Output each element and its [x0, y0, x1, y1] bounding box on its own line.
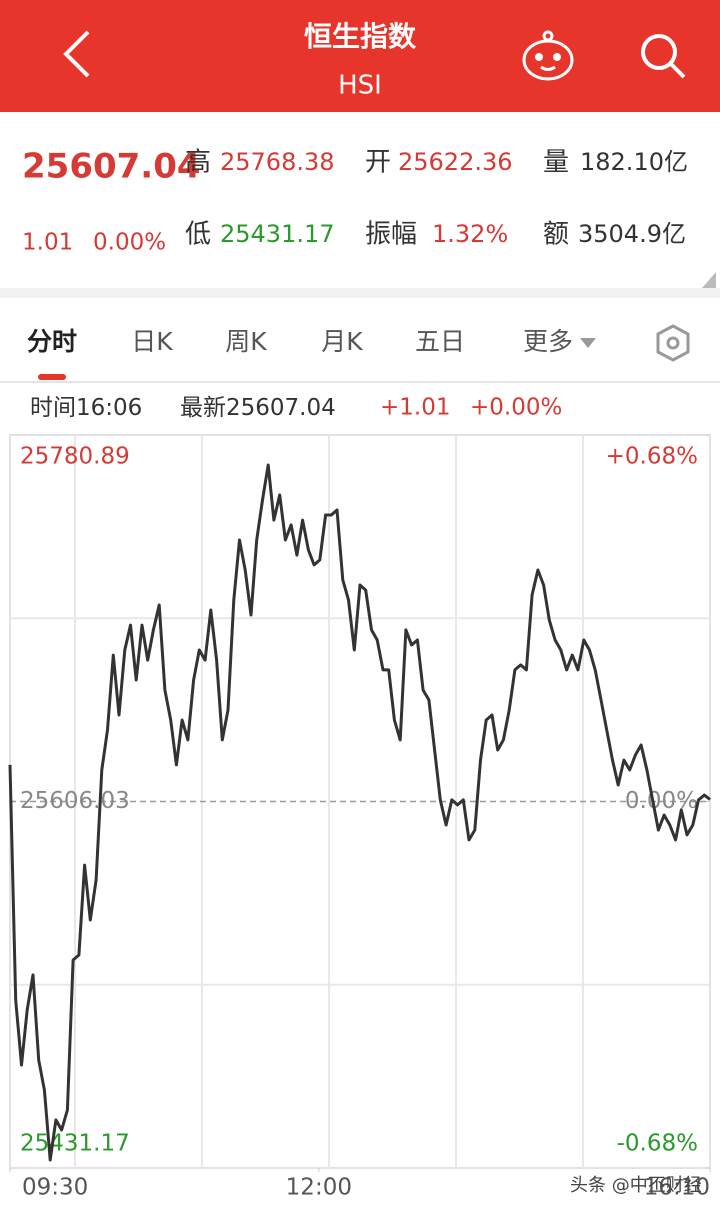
- quote-value: 25431.17: [220, 220, 335, 248]
- info-latest-value: 25607.04: [226, 395, 336, 421]
- quote-label: 低: [185, 220, 211, 250]
- info-latest: 最新25607.04: [180, 395, 336, 421]
- info-change-pct: +0.00%: [470, 395, 562, 421]
- back-button[interactable]: [63, 30, 90, 78]
- info-change: +1.01: [380, 395, 450, 421]
- search-icon[interactable]: [641, 34, 686, 79]
- settings-icon[interactable]: [656, 324, 690, 362]
- y2-tick-label: -0.68%: [617, 1131, 698, 1157]
- quote-label: 量: [543, 148, 569, 178]
- header-title: 恒生指数: [304, 20, 417, 53]
- corner-mark: [702, 272, 716, 288]
- quote-label: 额: [543, 220, 569, 250]
- more-arrow: [580, 338, 596, 348]
- price: 25607.04: [22, 147, 201, 187]
- chart: 25431.17 25606.03 25780.89 -0.68% 0.00% +0.68…: [8, 434, 711, 1201]
- x-tick-label: 16:10: [644, 1175, 710, 1201]
- quote-label: 开: [365, 148, 391, 178]
- separator: [0, 288, 720, 298]
- info-latest-label: 最新: [180, 395, 226, 421]
- tab[interactable]: 日K: [131, 327, 173, 356]
- tab[interactable]: 周K: [225, 327, 267, 356]
- quote-value: 25622.36: [398, 148, 513, 176]
- y-tick-label: 25606.03: [20, 788, 130, 814]
- tabs: 分时 日K 周K 月K 五日 更多: [27, 327, 573, 356]
- info-time: 16:06: [76, 395, 142, 421]
- tab[interactable]: 五日: [415, 327, 465, 356]
- info-line: 时间16:06: [30, 395, 142, 421]
- mascot-icon[interactable]: [522, 30, 574, 81]
- tab-underline: [38, 374, 66, 380]
- quote-label: 振幅: [365, 220, 417, 250]
- quote-value: 1.32%: [432, 220, 508, 248]
- x-tick-label: 12:00: [286, 1175, 352, 1201]
- tab[interactable]: 分时: [27, 327, 77, 356]
- quote-value: 3504.9亿: [578, 220, 686, 248]
- change: 1.01: [22, 230, 73, 256]
- info-time-label: 时间: [30, 395, 76, 421]
- quote-value: 182.10亿: [580, 148, 688, 176]
- price-line: [8, 463, 711, 1162]
- x-tick-label: 09:30: [22, 1175, 88, 1201]
- y-tick-label: 25780.89: [20, 444, 130, 470]
- change-pct: 0.00%: [93, 230, 166, 256]
- header-subtitle: HSI: [338, 71, 382, 101]
- tab[interactable]: 更多: [523, 327, 573, 356]
- y2-tick-label: +0.68%: [606, 444, 698, 470]
- watermark: 头条 @中丕财经: [570, 1175, 702, 1196]
- quote-value: 25768.38: [220, 148, 335, 176]
- quote-label: 高: [185, 148, 211, 178]
- y2-tick-label: 0.00%: [625, 788, 698, 814]
- tab[interactable]: 月K: [321, 327, 363, 356]
- header-bar: [0, 0, 720, 112]
- y-tick-label: 25431.17: [20, 1131, 130, 1157]
- settings-icon-dot: [666, 336, 680, 350]
